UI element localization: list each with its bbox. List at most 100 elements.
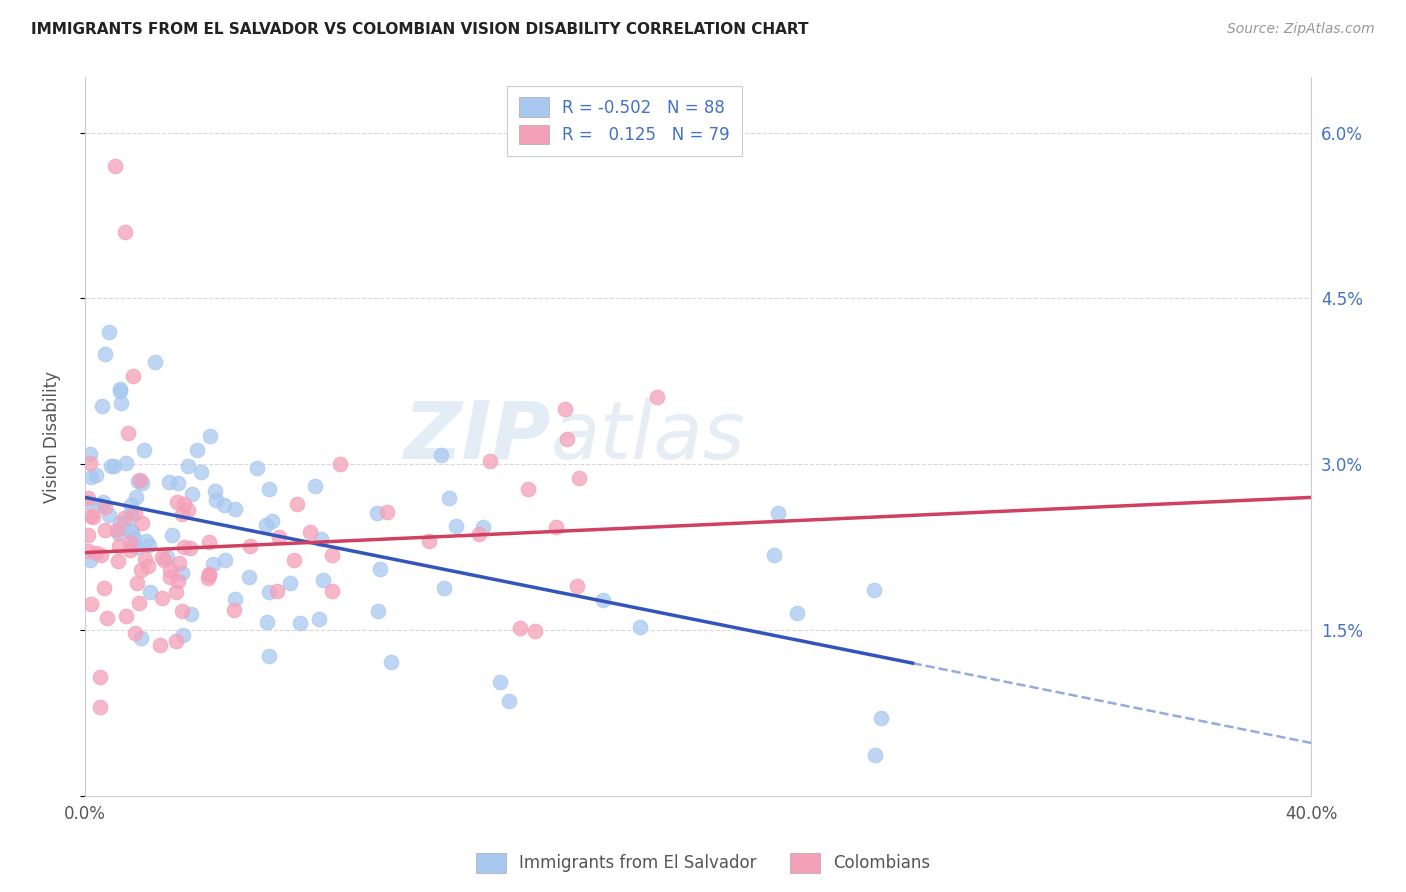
Point (433, 581, 456, 595)
Text: atlas: atlas (551, 398, 745, 475)
Point (114, 456, 136, 470)
Point (124, 626, 146, 640)
Point (763, 549, 786, 563)
Point (288, 615, 311, 630)
Point (197, 566, 219, 581)
Point (127, 540, 149, 554)
Point (172, 566, 194, 580)
Point (177, 503, 200, 517)
Point (429, 448, 451, 462)
Point (367, 604, 389, 618)
Point (149, 639, 172, 653)
Point (312, 574, 335, 588)
Point (224, 501, 246, 516)
Point (77, 528, 100, 542)
Point (165, 634, 187, 648)
Point (128, 596, 150, 610)
Point (91, 495, 114, 509)
Point (863, 747, 886, 762)
Point (180, 607, 202, 622)
Point (516, 482, 538, 496)
Point (254, 518, 277, 533)
Point (124, 531, 146, 545)
Point (257, 584, 280, 599)
Point (181, 487, 204, 501)
Point (204, 492, 226, 507)
Point (129, 563, 152, 577)
Point (170, 604, 193, 618)
Point (172, 628, 194, 642)
Point (118, 534, 141, 549)
Point (89, 700, 111, 714)
Point (498, 694, 520, 708)
Point (132, 442, 155, 457)
Point (283, 553, 305, 567)
Point (79, 447, 101, 461)
Point (212, 499, 235, 513)
Point (94, 347, 117, 361)
Point (214, 552, 236, 566)
Point (186, 442, 208, 457)
Point (114, 511, 136, 525)
Point (568, 471, 591, 485)
Point (165, 584, 187, 599)
Point (166, 476, 188, 491)
Point (76, 544, 98, 558)
Point (79, 598, 101, 612)
Point (89, 670, 111, 684)
Point (156, 549, 179, 564)
Point (91, 399, 114, 413)
Point (766, 506, 789, 520)
Point (863, 583, 886, 598)
Point (439, 491, 461, 505)
Point (94, 500, 117, 515)
Legend: Immigrants from El Salvador, Colombians: Immigrants from El Salvador, Colombians (470, 847, 936, 880)
Point (204, 483, 226, 498)
Point (375, 504, 398, 518)
Point (108, 382, 131, 396)
Point (124, 506, 146, 520)
Point (166, 495, 188, 509)
Point (131, 475, 153, 490)
Point (89, 499, 111, 513)
Point (167, 574, 190, 588)
Point (127, 474, 149, 488)
Point (105, 523, 128, 537)
Point (143, 354, 166, 368)
Point (80, 469, 103, 483)
Point (628, 619, 651, 633)
Point (97, 508, 120, 523)
Point (380, 655, 402, 669)
Point (321, 548, 343, 562)
Point (446, 518, 468, 533)
Point (524, 624, 547, 639)
Point (238, 570, 260, 584)
Point (198, 535, 221, 549)
Point (259, 648, 281, 663)
Point (80, 508, 103, 523)
Point (557, 432, 579, 446)
Point (309, 532, 332, 546)
Point (321, 584, 343, 599)
Point (308, 612, 330, 626)
Legend: R = -0.502   N = 88, R =   0.125   N = 79: R = -0.502 N = 88, R = 0.125 N = 79 (508, 86, 741, 156)
Point (266, 583, 288, 598)
Point (177, 459, 200, 474)
Point (108, 516, 131, 531)
Point (103, 458, 125, 473)
Point (79, 553, 101, 567)
Point (120, 505, 142, 519)
Point (107, 554, 129, 568)
Point (114, 225, 136, 239)
Point (468, 527, 491, 541)
Point (131, 631, 153, 645)
Point (76, 494, 98, 508)
Point (98, 325, 121, 339)
Point (544, 520, 567, 534)
Point (150, 549, 173, 564)
Point (79, 456, 101, 470)
Point (167, 556, 190, 570)
Point (115, 608, 138, 623)
Point (118, 512, 141, 526)
Point (239, 539, 262, 553)
